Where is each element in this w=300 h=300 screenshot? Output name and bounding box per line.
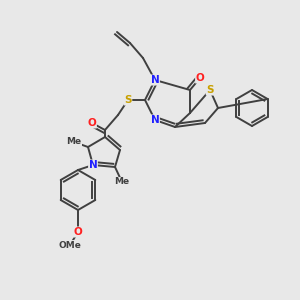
Text: N: N	[88, 160, 98, 170]
Text: Me: Me	[114, 178, 130, 187]
Text: O: O	[74, 227, 82, 237]
Text: S: S	[206, 85, 214, 95]
Text: O: O	[88, 118, 96, 128]
Text: Me: Me	[66, 137, 82, 146]
Text: N: N	[151, 75, 159, 85]
Text: S: S	[124, 95, 132, 105]
Text: N: N	[151, 115, 159, 125]
Text: O: O	[196, 73, 204, 83]
Text: OMe: OMe	[58, 241, 81, 250]
